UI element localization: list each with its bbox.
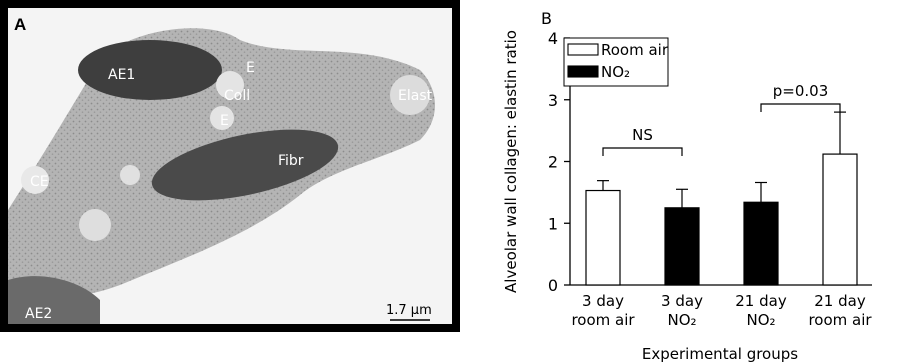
legend-swatch [567,65,599,78]
significance-bracket [602,147,683,156]
bar [743,201,779,286]
label-fibr: Fibr [278,153,304,169]
label-ae1: AE1 [108,67,135,83]
legend-swatch [567,43,599,56]
scale-bar-text: 1.7 μm [386,303,432,318]
bar [822,153,858,286]
legend-label: Room air [601,41,669,59]
ae2-cell [8,276,100,324]
label-ae2: AE2 [25,306,52,322]
label-ce: CE [30,174,49,190]
y-axis-label: Alveolar wall collagen: elastin ratio [502,30,520,293]
bar [585,189,621,286]
annotations: NS p=0.03 [602,82,841,156]
bar-chart: B Alveolar wall collagen: elastin ratio … [502,9,872,363]
ae1-cell [78,40,222,100]
label-e-top: E [246,60,255,76]
legend-label: NO₂ [601,63,630,81]
label-elast: Elast [398,88,433,104]
x-tick-label: 3 day room air [571,292,635,329]
y-tick-label: 1 [548,214,558,233]
y-tick-label: 4 [548,29,558,48]
significance-label: p=0.03 [773,82,829,100]
x-tick-labels: 3 day room air 3 day NO₂ 21 day NO₂ 21 day room… [571,292,872,329]
fibroblast [151,129,339,201]
x-tick-label: 21 day room air [808,292,872,329]
panel-b-label: B [541,9,552,28]
significance-bracket [760,103,841,112]
bar [664,207,700,286]
micrograph-panel: A AE1 E Coll E Elast Fibr CE AE2 1.7 μm [0,0,460,332]
x-axis-label: Experimental groups [642,345,798,363]
error-bars [597,111,846,208]
panel-a-label: A [14,15,26,34]
legend: Room air NO₂ [563,37,669,87]
significance-label: NS [632,126,653,144]
label-e-bottom: E [220,113,229,129]
x-tick-label: 21 day NO₂ [735,292,787,329]
label-coll: Coll [224,88,250,104]
y-tick-label: 0 [548,276,558,295]
bars [585,153,858,286]
y-tick-label: 3 [548,91,558,110]
x-tick-label: 3 day NO₂ [661,292,703,329]
y-tick-label: 2 [548,153,558,172]
